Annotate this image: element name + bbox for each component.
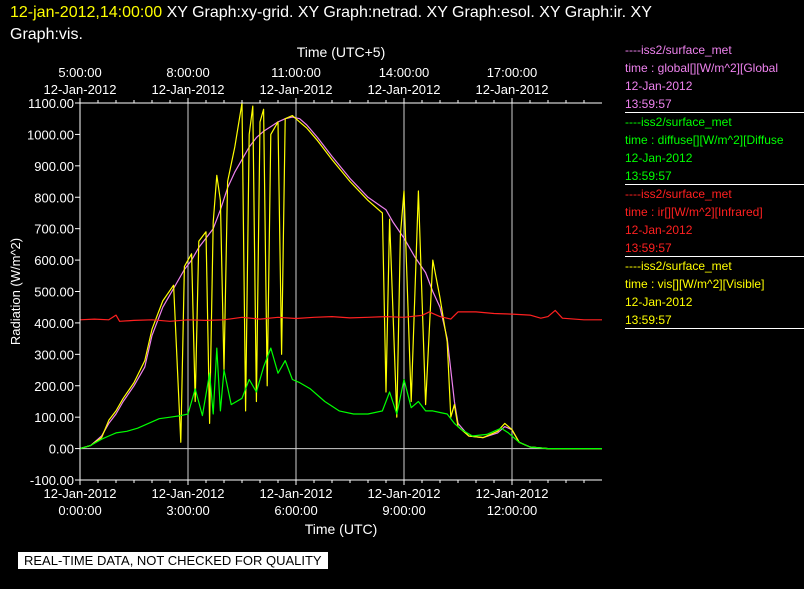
y-tick-label: 600.00 (34, 253, 74, 268)
y-axis-label: Radiation (W/m^2) (8, 238, 23, 345)
x2-axis-label: Time (UTC+5) (297, 44, 386, 60)
x2-tick-time: 17:00:00 (487, 65, 538, 80)
legend-variable: time : ir[][W/m^2][Infrared] (625, 205, 763, 219)
legend-separator (625, 184, 804, 185)
legend-time: 13:59:57 (625, 97, 672, 111)
legend-source: ----iss2/surface_met (625, 115, 732, 129)
x-tick-date: 12-Jan-2012 (368, 486, 441, 501)
series-line-diffuse (79, 347, 602, 450)
legend-variable: time : global[][W/m^2][Global (625, 61, 779, 75)
x-tick-time: 0:00:00 (58, 503, 101, 518)
legend-separator (625, 112, 804, 113)
legend-variable: time : diffuse[][W/m^2][Diffuse (625, 133, 784, 147)
legend-source: ----iss2/surface_met (625, 187, 732, 201)
series-line-global (79, 116, 602, 450)
y-tick-label: 100.00 (34, 410, 74, 425)
legend-source: ----iss2/surface_met (625, 259, 732, 273)
x2-tick-time: 11:00:00 (271, 65, 321, 80)
x2-tick-date: 12-Jan-2012 (260, 82, 333, 97)
x-tick-date: 12-Jan-2012 (152, 486, 225, 501)
x-tick-date: 12-Jan-2012 (476, 486, 549, 501)
legend-date: 12-Jan-2012 (625, 223, 693, 237)
legend-variable: time : vis[][W/m^2][Visible] (625, 277, 765, 291)
x2-tick-time: 5:00:00 (58, 65, 101, 80)
y-tick-label: 0.00 (49, 442, 74, 457)
series-line-visible (79, 102, 602, 450)
y-tick-label: 800.00 (34, 190, 74, 205)
legend-time: 13:59:57 (625, 313, 672, 327)
y-tick-label: 200.00 (34, 379, 74, 394)
y-tick-label: 1100.00 (28, 96, 74, 111)
legend-separator (625, 256, 804, 257)
x-tick-time: 3:00:00 (166, 503, 209, 518)
x2-tick-date: 12-Jan-2012 (152, 82, 225, 97)
x2-tick-date: 12-Jan-2012 (368, 82, 441, 97)
legend-separator (625, 328, 804, 329)
x-tick-date: 12-Jan-2012 (44, 486, 117, 501)
y-tick-label: -100.00 (30, 473, 74, 488)
x2-tick-date: 12-Jan-2012 (44, 82, 117, 97)
y-tick-label: 500.00 (34, 285, 74, 300)
legend-date: 12-Jan-2012 (625, 295, 693, 309)
y-tick-label: 700.00 (34, 222, 74, 237)
x-tick-date: 12-Jan-2012 (260, 486, 333, 501)
y-tick-label: 300.00 (34, 347, 74, 362)
y-tick-label: 400.00 (34, 316, 74, 331)
graph-title-line-1: 12-jan-2012,14:00:00 XY Graph:xy-grid. X… (10, 2, 800, 23)
y-tick-label: 900.00 (34, 159, 74, 174)
y-tick-label: 1000.00 (27, 127, 74, 142)
x-axis-label: Time (UTC) (305, 521, 378, 537)
legend-time: 13:59:57 (625, 169, 672, 183)
title-graph-list: XY Graph:xy-grid. XY Graph:netrad. XY Gr… (162, 4, 652, 21)
legend-source: ----iss2/surface_met (625, 43, 732, 57)
x2-tick-time: 8:00:00 (166, 65, 209, 80)
x-tick-time: 12:00:00 (487, 503, 538, 518)
x2-tick-date: 12-Jan-2012 (476, 82, 549, 97)
x-tick-time: 6:00:00 (274, 503, 317, 518)
graph-title-line-2: Graph:vis. (10, 26, 83, 43)
legend-time: 13:59:57 (625, 241, 672, 255)
x2-tick-time: 14:00:00 (379, 65, 430, 80)
x-tick-time: 9:00:00 (382, 503, 425, 518)
legend-date: 12-Jan-2012 (625, 79, 693, 93)
series-line-infrared (79, 309, 602, 322)
quality-disclaimer: REAL-TIME DATA, NOT CHECKED FOR QUALITY (18, 552, 328, 569)
title-timestamp: 12-jan-2012,14:00:00 (10, 4, 163, 21)
legend-date: 12-Jan-2012 (625, 151, 693, 165)
